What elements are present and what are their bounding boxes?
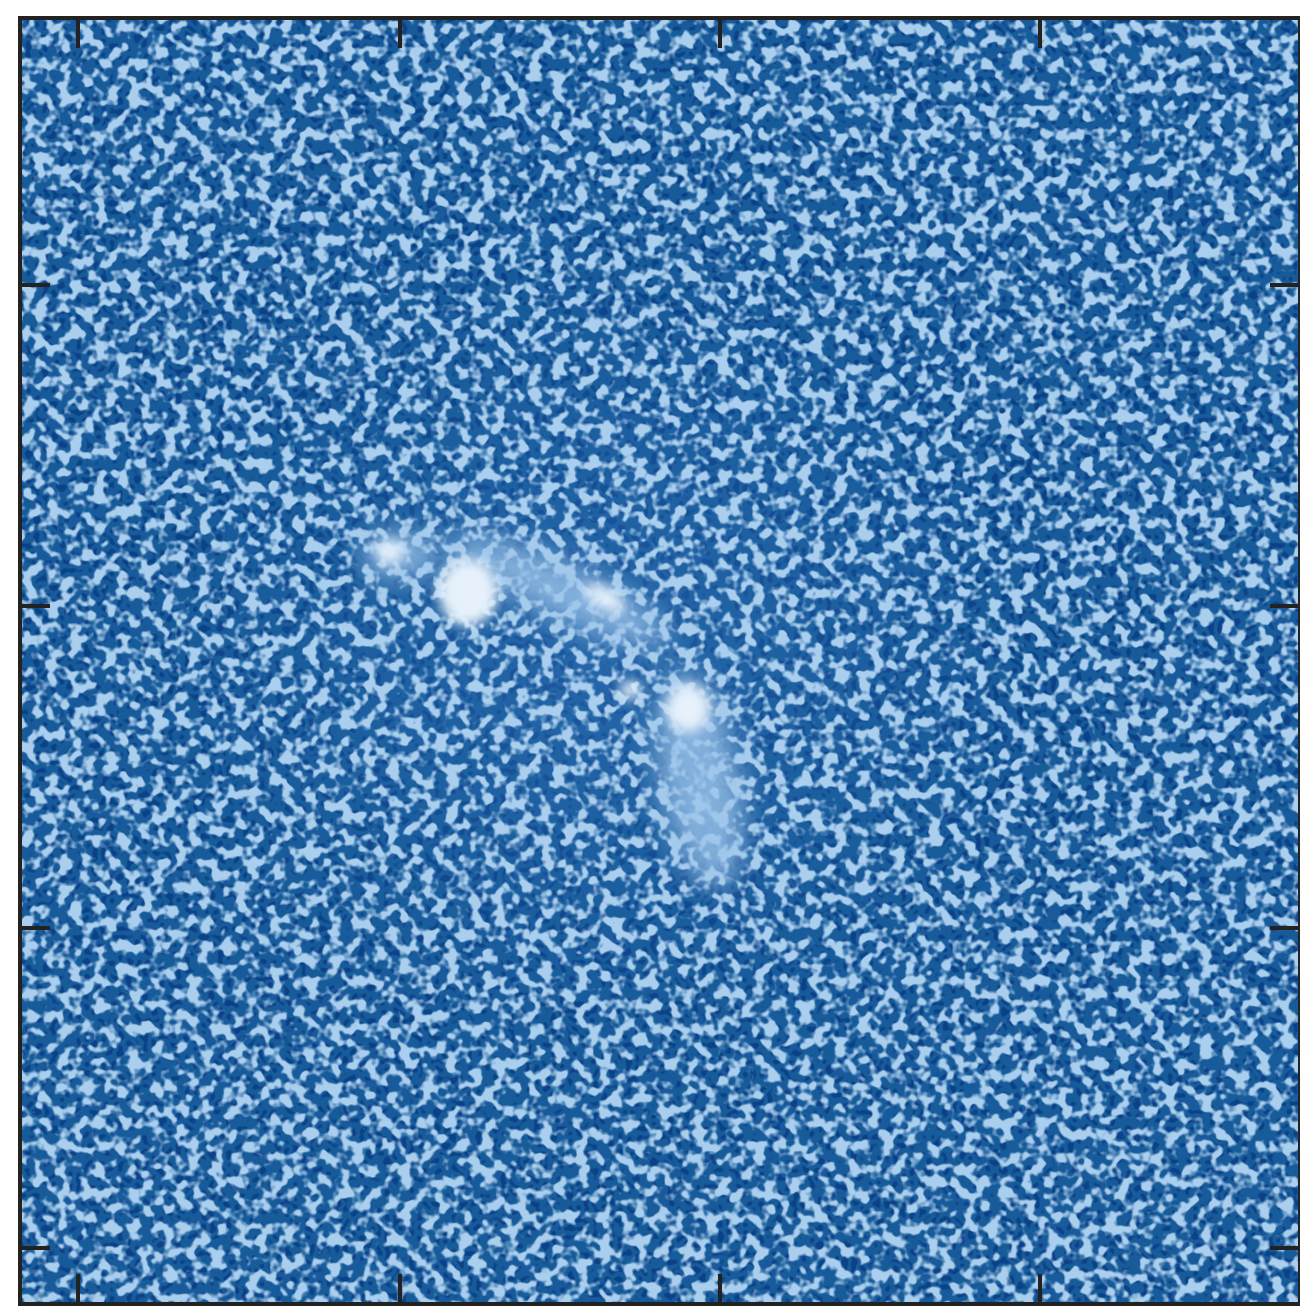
speckle-noise <box>20 18 1300 1304</box>
image <box>20 18 1300 1304</box>
page: (() => { const data = JSON.parse(documen… <box>0 0 1300 1312</box>
image-figure <box>0 0 1300 1312</box>
